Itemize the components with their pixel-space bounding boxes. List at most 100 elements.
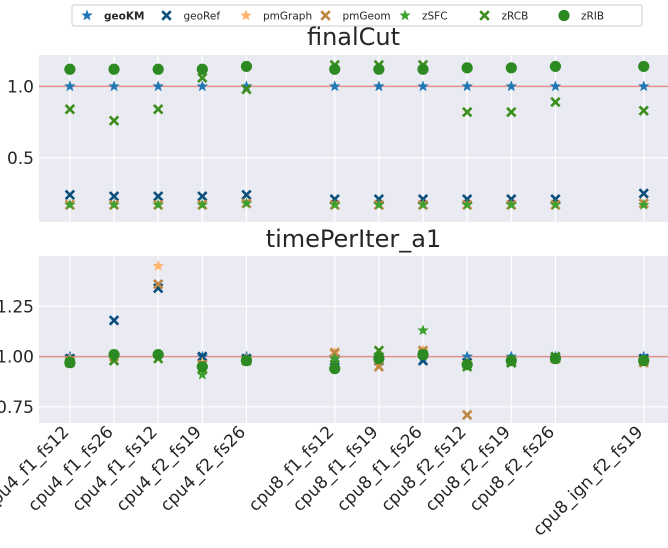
legend-entry-zrib: zRIB [558, 9, 604, 23]
point-zrcb [108, 115, 120, 126]
plot-area [39, 55, 668, 222]
legend-marker-georef [161, 10, 172, 21]
point-geokm [240, 80, 253, 92]
point-zsfc [329, 198, 341, 210]
point-zrib [417, 63, 429, 75]
panel-title: finalCut [307, 23, 400, 51]
point-zrib [505, 355, 517, 367]
point-georef [638, 188, 649, 199]
point-zrcb [461, 106, 473, 118]
point-zrib [461, 62, 473, 74]
legend-entry-georef: geoRef [161, 10, 221, 23]
point-zsfc [373, 198, 385, 210]
point-geokm [549, 80, 562, 92]
point-zrib [152, 63, 164, 75]
point-georef [197, 351, 208, 362]
point-zrcb [64, 104, 76, 115]
legend-label: zRIB [581, 11, 604, 23]
series-zrib [64, 60, 650, 75]
panel-finalcut: 0.5 1.0 finalCut [7, 23, 668, 222]
point-pmgeom [329, 347, 340, 358]
legend-entry-geokm: geoKM [81, 9, 144, 23]
legend-marker-geokm [81, 9, 93, 21]
legend-entry-pmgeom: pmGeom [320, 10, 391, 23]
point-zrib [549, 353, 562, 365]
y-tick-label: 1.00 [0, 348, 34, 368]
point-zrib [329, 63, 341, 75]
legend-label: geoKM [104, 11, 144, 23]
legend-label: pmGraph [263, 11, 312, 23]
point-geokm [329, 80, 341, 92]
point-zrib [329, 363, 341, 375]
series-geokm [64, 80, 650, 92]
point-zsfc [638, 198, 650, 210]
point-zrib [64, 357, 76, 369]
legend-label: zSFC [422, 11, 448, 23]
point-georef [152, 191, 164, 202]
point-geokm [373, 80, 385, 92]
point-geokm [461, 80, 473, 92]
point-georef [241, 189, 252, 201]
point-geokm [638, 80, 650, 92]
point-geokm [108, 80, 120, 92]
point-zrib [549, 60, 562, 73]
point-zrcb [506, 106, 517, 118]
point-zrib [240, 355, 253, 367]
legend: geoKM geoRef pmGraph pmGeom zSFC zRCB zRIB [71, 4, 643, 27]
point-zrib [152, 348, 164, 361]
point-geokm [64, 80, 76, 92]
point-zsfc [417, 324, 429, 336]
panel-title: timePerIter_a1 [266, 225, 442, 253]
legend-marker-zrcb [479, 10, 490, 21]
legend-label: geoRef [184, 11, 221, 23]
legend-marker-zsfc [399, 9, 411, 21]
point-zrcb [197, 72, 208, 84]
point-zrib [505, 62, 517, 74]
x-axis-tick-labels: cpu4_f1_fs12cpu4_f1_fs26cpu4_f1_fs12cpu4… [0, 422, 647, 540]
legend-box [71, 4, 643, 27]
point-zsfc [549, 198, 562, 210]
point-zrib [196, 63, 208, 75]
point-zrib [417, 348, 429, 361]
point-geokm [196, 80, 209, 92]
point-zrcb [638, 105, 649, 116]
point-pmgeom [461, 409, 473, 421]
point-georef [108, 191, 120, 202]
point-geokm [505, 80, 518, 92]
point-pmgraph [152, 260, 164, 271]
point-georef [64, 189, 76, 201]
point-zrib [638, 355, 650, 367]
point-zrib [373, 353, 385, 365]
point-georef [197, 191, 208, 202]
panel-timeperiter: 0.75 1.00 1.25 timePerIter_a1 [0, 225, 668, 423]
point-zsfc [196, 198, 209, 210]
point-geokm [461, 350, 473, 362]
point-zrib [196, 361, 208, 373]
y-tick-label: 0.75 [0, 398, 34, 418]
point-zrcb [241, 84, 252, 95]
point-geokm [417, 80, 429, 92]
point-georef [108, 315, 120, 326]
point-zrib [638, 60, 650, 73]
point-zrib [373, 63, 385, 75]
legend-entry-zrcb: zRCB [479, 10, 528, 23]
point-pmgeom [373, 361, 385, 372]
legend-entry-zsfc: zSFC [399, 9, 448, 23]
series-zsfc [64, 197, 650, 210]
point-zrcb [152, 104, 164, 115]
point-zrcb [373, 345, 385, 356]
point-zsfc [108, 198, 120, 210]
point-zrib [64, 63, 76, 75]
legend-marker-zrib [558, 9, 570, 22]
point-zsfc [329, 352, 341, 364]
point-zrib [108, 348, 120, 361]
point-zrcb [550, 96, 561, 108]
point-zsfc [505, 198, 518, 210]
point-zrib [240, 60, 253, 73]
legend-marker-pmgraph [240, 9, 252, 21]
y-tick-label: 1.0 [7, 77, 34, 97]
point-zsfc [196, 368, 209, 380]
plot-area [39, 256, 668, 423]
point-pmgeom [152, 278, 164, 290]
